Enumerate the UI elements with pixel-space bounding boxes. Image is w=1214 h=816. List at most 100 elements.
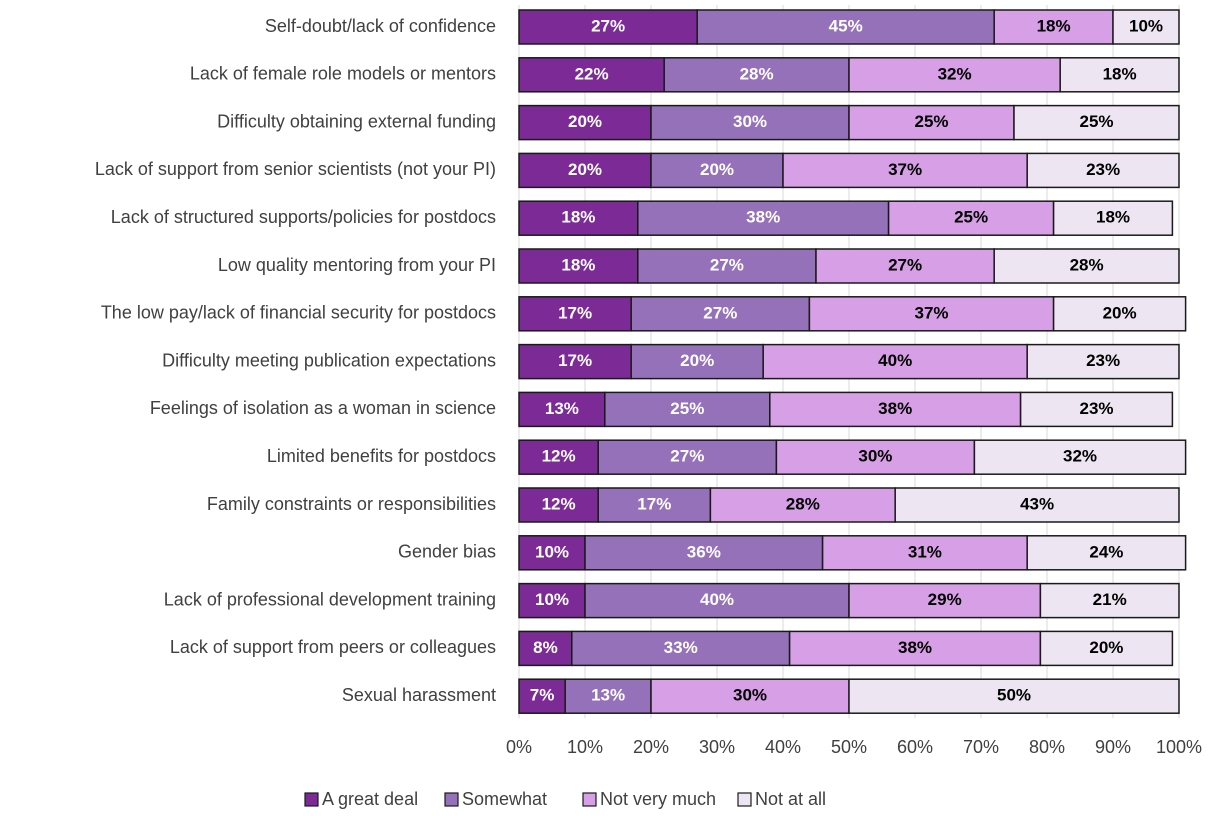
y-tick-label: Difficulty obtaining external funding — [217, 111, 496, 131]
x-tick-label: 10% — [567, 737, 603, 757]
value-label: 45% — [829, 16, 863, 35]
legend-label: A great deal — [322, 789, 418, 809]
x-tick-label: 50% — [831, 737, 867, 757]
legend-swatch — [444, 792, 459, 807]
bar-segment — [848, 104, 1015, 141]
bar-segment — [571, 630, 791, 667]
y-tick-label: Family constraints or responsibilities — [207, 494, 496, 514]
y-tick-label: Feelings of isolation as a woman in scie… — [150, 398, 496, 418]
bar-segment — [518, 104, 652, 141]
x-tick-label: 80% — [1029, 737, 1065, 757]
value-label: 32% — [938, 64, 972, 83]
bar-segment — [1019, 391, 1174, 428]
value-label: 38% — [878, 399, 912, 418]
value-label: 21% — [1093, 590, 1127, 609]
value-label: 20% — [568, 112, 602, 131]
value-label: 25% — [670, 399, 704, 418]
value-label: 37% — [888, 160, 922, 179]
value-label: 13% — [591, 686, 625, 705]
y-tick-label: Gender bias — [398, 542, 496, 562]
bar-segment — [894, 487, 1180, 523]
value-label: 38% — [898, 638, 932, 657]
value-label: 10% — [535, 542, 569, 561]
value-label: 31% — [908, 542, 942, 561]
value-label: 28% — [1070, 255, 1104, 274]
value-label: 13% — [545, 399, 579, 418]
value-label: 27% — [703, 303, 737, 322]
value-label: 30% — [733, 686, 767, 705]
bar-segment — [650, 152, 784, 189]
bar-segment — [815, 248, 995, 284]
value-label: 20% — [700, 160, 734, 179]
y-tick-label: Lack of professional development trainin… — [164, 589, 496, 609]
x-tick-label: 90% — [1095, 737, 1131, 757]
bar-segment — [782, 152, 1028, 189]
bar-segment — [709, 487, 896, 523]
bar-segment — [1052, 296, 1187, 332]
bar-segment — [518, 296, 632, 332]
bar-segment — [518, 487, 599, 523]
value-label: 27% — [670, 447, 704, 466]
bar-segment — [848, 582, 1042, 619]
value-label: 40% — [878, 351, 912, 370]
value-label: 24% — [1089, 542, 1123, 561]
value-label: 23% — [1079, 399, 1113, 418]
value-label: 10% — [1129, 16, 1163, 35]
value-label: 12% — [542, 494, 576, 513]
bar-segment — [973, 439, 1187, 475]
y-tick-label: Lack of support from peers or colleagues — [170, 637, 496, 657]
value-label: 18% — [561, 208, 595, 227]
bar-segment — [637, 248, 817, 284]
value-label: 27% — [710, 255, 744, 274]
bar-segment — [604, 391, 771, 428]
value-label: 43% — [1020, 494, 1054, 513]
y-tick-label: Sexual harassment — [342, 685, 496, 705]
bar-segment — [887, 200, 1055, 236]
legend-label: Not very much — [600, 789, 716, 809]
value-label: 27% — [888, 255, 922, 274]
value-label: 18% — [1037, 16, 1071, 35]
value-label: 27% — [591, 16, 625, 35]
bar-segment — [1039, 582, 1180, 619]
bar-segment — [518, 9, 698, 45]
x-tick-label: 20% — [633, 737, 669, 757]
bar-segment — [1059, 57, 1180, 93]
bar-segment — [696, 9, 995, 45]
y-tick-label: Difficulty meeting publication expectati… — [162, 350, 496, 370]
value-label: 38% — [746, 208, 780, 227]
value-label: 29% — [928, 590, 962, 609]
value-label: 17% — [558, 351, 592, 370]
bar-segment — [630, 296, 811, 332]
y-tick-label: Limited benefits for postdocs — [267, 446, 496, 466]
bar-segment — [1026, 152, 1180, 189]
bar-segment — [769, 391, 1022, 428]
x-tick-label: 100% — [1156, 737, 1202, 757]
bar-segment — [518, 582, 586, 619]
bar-segment — [597, 439, 778, 475]
value-label: 20% — [568, 160, 602, 179]
value-label: 25% — [914, 112, 948, 131]
legend-swatch — [582, 792, 597, 807]
bar-segment — [584, 582, 850, 619]
bar-segment — [1112, 9, 1180, 45]
value-label: 30% — [733, 112, 767, 131]
bar-segment — [775, 439, 976, 475]
value-label: 18% — [1096, 208, 1130, 227]
value-label: 22% — [575, 64, 609, 83]
bar-segment — [1039, 630, 1174, 667]
legend-swatch — [737, 792, 752, 807]
x-tick-label: 30% — [699, 737, 735, 757]
value-label: 50% — [997, 686, 1031, 705]
x-tick-label: 60% — [897, 737, 933, 757]
y-tick-label: Self-doubt/lack of confidence — [265, 16, 496, 36]
legend-label: Somewhat — [462, 789, 547, 809]
bar-segment — [518, 678, 566, 714]
bar-segment — [518, 57, 665, 93]
value-label: 18% — [1103, 64, 1137, 83]
bar-segment — [993, 248, 1180, 284]
bar-segment — [518, 248, 639, 284]
value-label: 40% — [700, 590, 734, 609]
y-tick-label: Lack of female role models or mentors — [190, 64, 496, 84]
value-label: 17% — [558, 303, 592, 322]
bar-segment — [1026, 535, 1187, 571]
